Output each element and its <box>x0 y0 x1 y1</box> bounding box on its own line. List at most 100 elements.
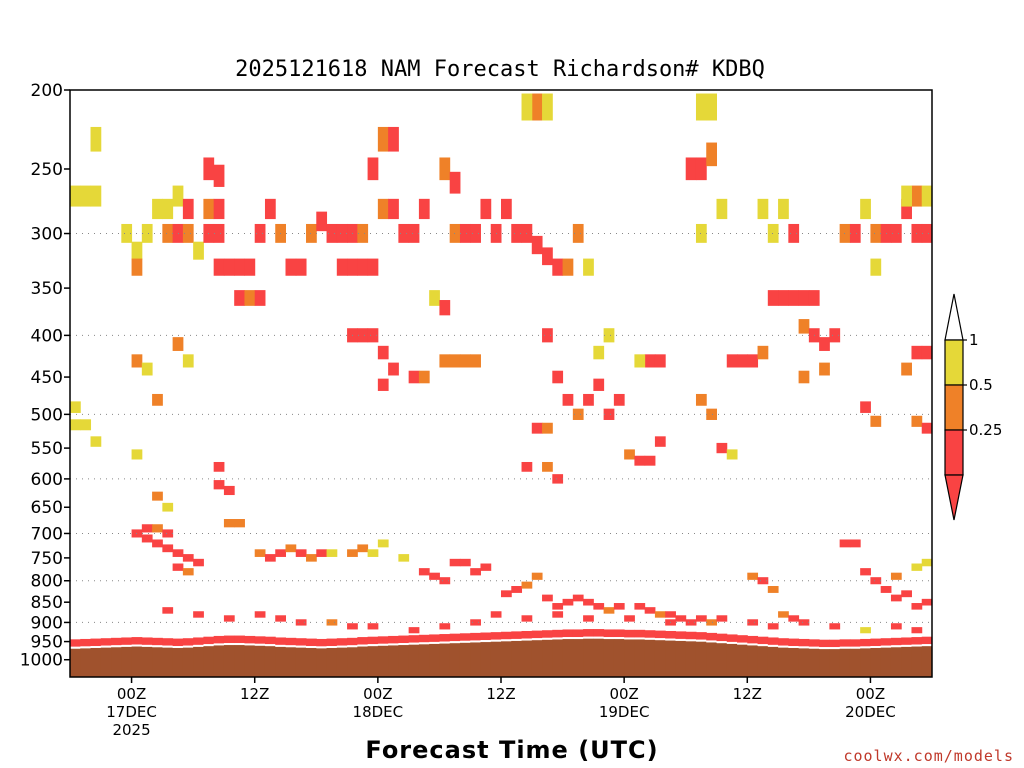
ground-cell <box>336 647 348 677</box>
x-tick-label: 12Z <box>486 685 515 703</box>
heat-cell <box>141 362 153 376</box>
boundary-layer-cell <box>388 635 399 644</box>
boundary-layer-cell <box>193 637 204 645</box>
y-tick-label: 900 <box>31 613 63 633</box>
heat-cell <box>552 370 564 384</box>
surface-line-segment <box>152 645 163 648</box>
heat-cell <box>172 549 184 557</box>
heat-cell <box>234 258 245 276</box>
surface-line-segment <box>295 645 307 648</box>
boundary-layer-cell <box>275 637 286 645</box>
boundary-layer-cell <box>644 630 656 638</box>
surface-line-segment <box>880 645 892 648</box>
ground-cell <box>778 647 789 677</box>
heatmap-cells <box>70 93 933 634</box>
heat-cell <box>388 126 399 152</box>
surface-line-segment <box>737 642 748 645</box>
heat-cell <box>870 258 882 276</box>
plot-frame <box>69 89 933 678</box>
boundary-layer-cell <box>234 635 245 644</box>
boundary-layer-cell <box>295 638 307 646</box>
boundary-layer-cell <box>121 637 133 645</box>
boundary-layer-cell <box>767 637 779 645</box>
boundary-layer-cell <box>593 629 605 637</box>
heat-cell <box>624 615 635 622</box>
boundary-layer-cell <box>890 637 902 646</box>
heat-cell <box>254 611 266 618</box>
heat-cell <box>285 258 297 276</box>
heat-cell <box>203 198 215 220</box>
y-tick-label: 350 <box>31 279 63 299</box>
boundary-layer-cell <box>860 638 871 647</box>
ground-cell <box>767 646 779 677</box>
heat-cell <box>357 544 369 553</box>
surface-line-segment <box>121 644 133 647</box>
heat-cell <box>634 455 646 466</box>
boundary-layer-cell <box>152 637 163 646</box>
heat-cell <box>367 157 379 181</box>
heat-cell <box>449 223 461 243</box>
heat-cell <box>511 586 523 593</box>
heat-cell <box>459 354 471 368</box>
boundary-layer-cell <box>100 638 112 646</box>
boundary-layer-cell <box>264 636 276 645</box>
surface-line-segment <box>501 639 512 642</box>
heat-cell <box>860 198 871 220</box>
legend: 1 0.5 0.25 <box>944 293 1002 521</box>
heat-cell <box>172 337 184 351</box>
y-tick-label: 600 <box>31 470 63 490</box>
ground-cell <box>603 639 615 677</box>
legend-bin <box>944 339 964 386</box>
surface-line-segment <box>398 643 410 646</box>
heat-cell <box>634 354 646 368</box>
heat-cell <box>552 603 564 610</box>
boundary-layer-cell <box>788 638 800 647</box>
surface-line-segment <box>819 647 830 650</box>
heat-cell <box>552 258 564 276</box>
heat-cell <box>367 258 379 276</box>
heat-cell <box>757 198 769 220</box>
x-tick-label: 19DEC <box>599 703 650 721</box>
heat-cell <box>747 354 759 368</box>
heat-cell <box>162 198 174 220</box>
surface-line-segment <box>593 636 605 639</box>
ground-cell <box>223 645 235 677</box>
heat-cell <box>706 408 717 420</box>
heat-cell <box>695 93 707 121</box>
legend-label: 0.5 <box>969 376 993 394</box>
heat-cell <box>418 370 430 384</box>
heat-cell <box>172 185 184 207</box>
surface-line-segment <box>778 645 789 648</box>
heat-cell <box>778 290 789 306</box>
heat-cell <box>295 258 307 276</box>
boundary-layer-cell <box>798 638 810 647</box>
heat-cell <box>685 157 697 181</box>
ground-cell <box>398 645 410 677</box>
x-axis-label: Forecast Time (UTC) <box>365 736 658 764</box>
heat-cell <box>213 461 225 472</box>
heat-cell <box>377 126 389 152</box>
boundary-layer-cell <box>480 632 492 641</box>
heat-cell <box>439 623 451 630</box>
heat-cell <box>737 354 748 368</box>
heat-cell <box>521 93 533 121</box>
heat-cell <box>870 415 882 427</box>
y-axis: 200 250 300 350 400 450 500 550 600 650 700 750 8008… <box>20 81 70 671</box>
heat-cell <box>203 157 215 181</box>
boundary-layer-cell <box>418 634 430 643</box>
ground-cell <box>70 648 81 677</box>
heat-cell <box>890 572 902 580</box>
heat-cell <box>244 258 256 276</box>
heat-cell <box>767 223 779 243</box>
heat-cell <box>583 598 594 606</box>
heat-cell <box>798 619 810 626</box>
surface-line-segment <box>808 646 820 649</box>
heat-cell <box>182 354 194 368</box>
heat-cell <box>593 378 605 391</box>
ground-cell <box>244 645 256 677</box>
surface-line-segment <box>685 639 697 642</box>
boundary-layer-cell <box>839 639 851 647</box>
heat-cell <box>254 290 266 306</box>
heat-cell <box>408 370 420 384</box>
boundary-layer-cell <box>583 629 594 637</box>
